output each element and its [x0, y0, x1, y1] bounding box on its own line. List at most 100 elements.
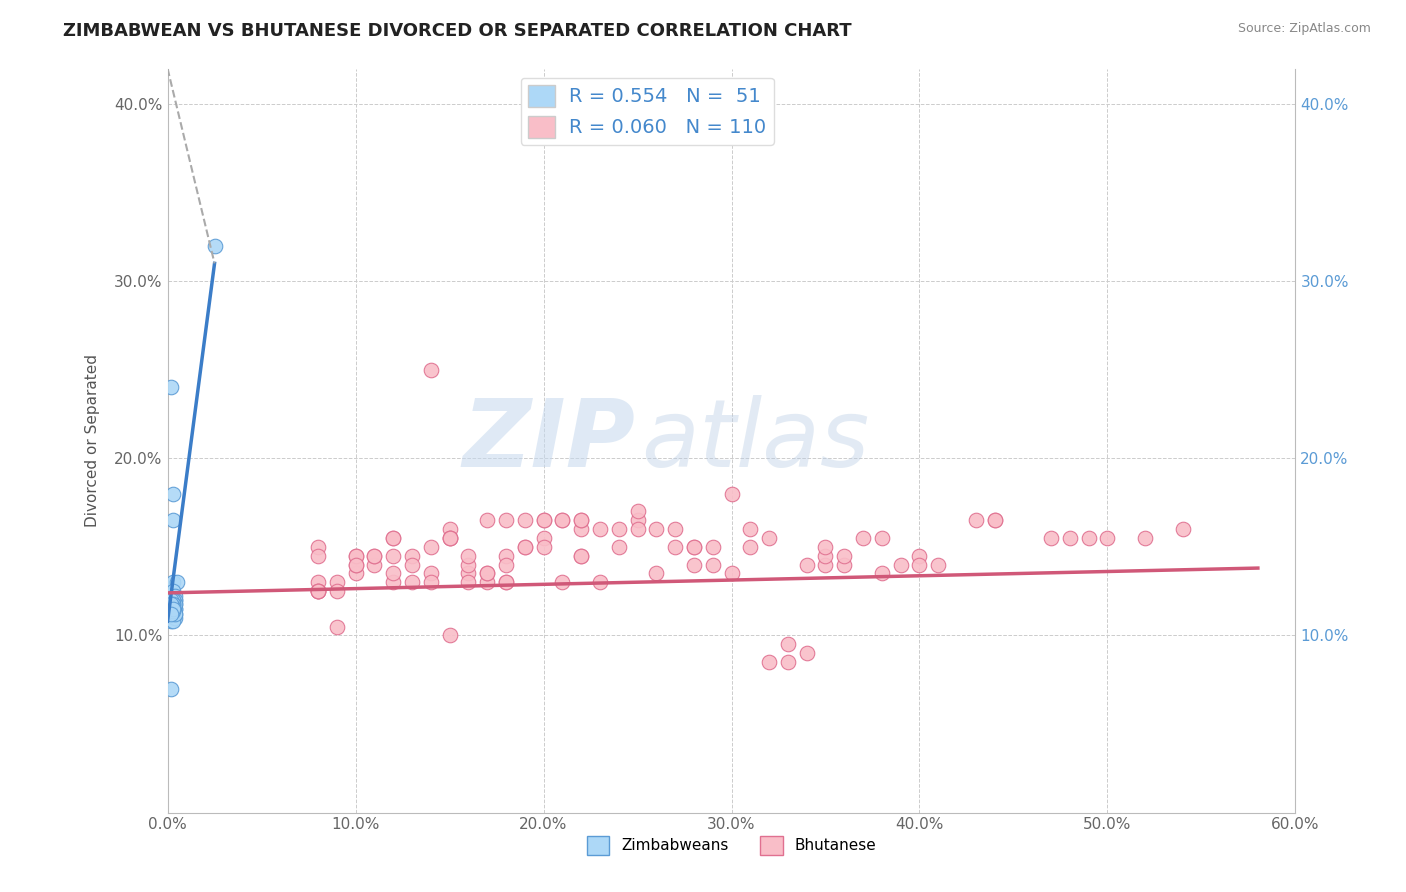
Point	[165, 607, 187, 621]
Point	[457, 558, 479, 572]
Point	[165, 597, 187, 611]
Point	[162, 593, 184, 607]
Point	[401, 549, 423, 563]
Point	[162, 602, 184, 616]
Point	[162, 614, 184, 628]
Point	[165, 597, 187, 611]
Point	[439, 628, 461, 642]
Point	[162, 607, 184, 621]
Point	[165, 590, 187, 604]
Point	[160, 614, 183, 628]
Point	[513, 513, 536, 527]
Point	[307, 549, 329, 563]
Point	[626, 504, 648, 518]
Point	[569, 513, 592, 527]
Point	[814, 558, 837, 572]
Point	[683, 540, 706, 554]
Point	[165, 602, 187, 616]
Point	[758, 655, 780, 669]
Point	[165, 593, 187, 607]
Point	[162, 597, 184, 611]
Text: atlas: atlas	[641, 395, 869, 486]
Point	[720, 566, 742, 581]
Point	[344, 549, 367, 563]
Point	[165, 602, 187, 616]
Point	[475, 575, 498, 590]
Point	[162, 584, 184, 599]
Point	[162, 597, 184, 611]
Point	[160, 600, 183, 615]
Point	[796, 646, 818, 660]
Point	[664, 540, 686, 554]
Point	[162, 593, 184, 607]
Point	[832, 558, 855, 572]
Point	[870, 566, 893, 581]
Point	[720, 486, 742, 500]
Point	[814, 540, 837, 554]
Text: Source: ZipAtlas.com: Source: ZipAtlas.com	[1237, 22, 1371, 36]
Point	[1171, 522, 1194, 536]
Point	[160, 604, 183, 618]
Point	[965, 513, 987, 527]
Point	[162, 604, 184, 618]
Point	[160, 681, 183, 696]
Point	[382, 531, 405, 545]
Point	[683, 558, 706, 572]
Point	[533, 531, 555, 545]
Point	[439, 531, 461, 545]
Point	[551, 513, 574, 527]
Point	[419, 575, 441, 590]
Point	[796, 558, 818, 572]
Point	[307, 540, 329, 554]
Point	[382, 531, 405, 545]
Point	[457, 566, 479, 581]
Point	[162, 602, 184, 616]
Point	[1077, 531, 1099, 545]
Point	[457, 575, 479, 590]
Point	[160, 602, 183, 616]
Point	[419, 566, 441, 581]
Point	[363, 549, 385, 563]
Y-axis label: Divorced or Separated: Divorced or Separated	[86, 354, 100, 527]
Point	[162, 597, 184, 611]
Point	[162, 602, 184, 616]
Point	[162, 607, 184, 621]
Point	[439, 522, 461, 536]
Point	[890, 558, 912, 572]
Point	[683, 540, 706, 554]
Point	[162, 602, 184, 616]
Point	[475, 566, 498, 581]
Point	[983, 513, 1005, 527]
Point	[162, 602, 184, 616]
Point	[533, 513, 555, 527]
Point	[758, 531, 780, 545]
Point	[160, 593, 183, 607]
Point	[401, 558, 423, 572]
Point	[165, 607, 187, 621]
Point	[160, 597, 183, 611]
Point	[159, 597, 181, 611]
Point	[927, 558, 949, 572]
Point	[160, 380, 183, 394]
Point	[344, 566, 367, 581]
Point	[344, 558, 367, 572]
Point	[475, 566, 498, 581]
Point	[589, 575, 612, 590]
Point	[1133, 531, 1156, 545]
Point	[569, 549, 592, 563]
Point	[382, 566, 405, 581]
Point	[160, 607, 183, 621]
Point	[908, 549, 931, 563]
Point	[162, 597, 184, 611]
Point	[160, 602, 183, 616]
Point	[307, 584, 329, 599]
Point	[740, 540, 762, 554]
Point	[307, 584, 329, 599]
Text: ZIMBABWEAN VS BHUTANESE DIVORCED OR SEPARATED CORRELATION CHART: ZIMBABWEAN VS BHUTANESE DIVORCED OR SEPA…	[63, 22, 852, 40]
Point	[160, 597, 183, 611]
Point	[363, 549, 385, 563]
Point	[814, 549, 837, 563]
Point	[607, 522, 630, 536]
Point	[162, 486, 184, 500]
Point	[162, 600, 184, 615]
